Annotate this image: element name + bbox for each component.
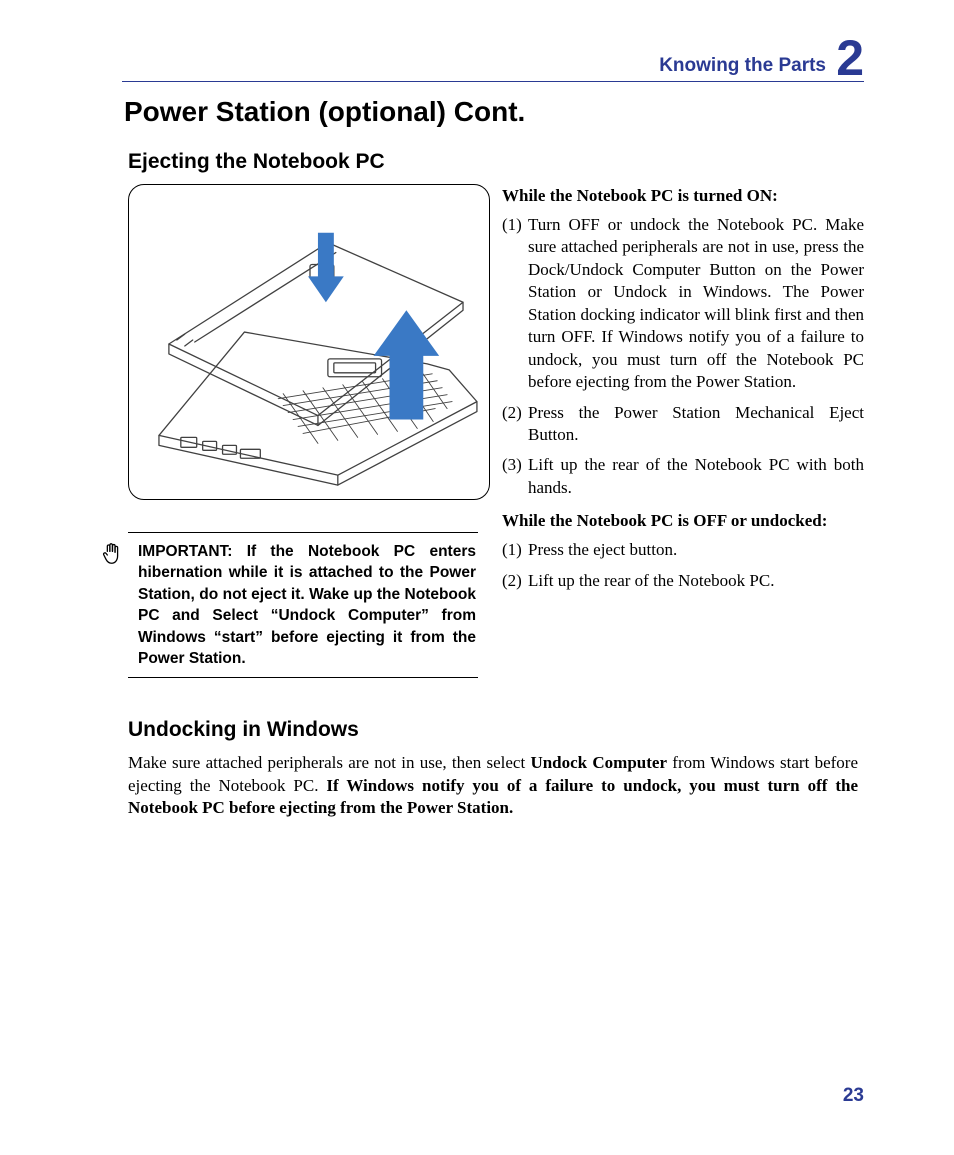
- chapter-header: Knowing the Parts 2: [122, 34, 864, 82]
- on-list: (1)Turn OFF or undock the Notebook PC. M…: [502, 214, 864, 499]
- undock-pre: Make sure attached peripherals are not i…: [128, 753, 530, 772]
- list-item: (3)Lift up the rear of the Notebook PC w…: [502, 454, 864, 499]
- page: Knowing the Parts 2 Power Station (optio…: [0, 0, 954, 1155]
- page-title: Power Station (optional) Cont.: [124, 96, 864, 128]
- page-number: 23: [843, 1085, 864, 1107]
- dock-illustration-svg: [129, 185, 489, 499]
- on-item-1: Turn OFF or undock the Notebook PC. Make…: [528, 215, 864, 391]
- on-item-2: Press the Power Station Mechanical Eject…: [528, 403, 864, 444]
- off-subhead: While the Notebook PC is OFF or undocked…: [502, 511, 864, 531]
- list-item: (1)Press the eject button.: [502, 539, 864, 561]
- chapter-label: Knowing the Parts: [659, 55, 826, 77]
- on-item-3: Lift up the rear of the Notebook PC with…: [528, 455, 864, 496]
- important-text: IMPORTANT: If the Notebook PC enters hib…: [138, 541, 476, 669]
- undock-bold1: Undock Computer: [530, 753, 667, 772]
- list-item: (2)Press the Power Station Mechanical Ej…: [502, 402, 864, 447]
- off-item-1: Press the eject button.: [528, 540, 677, 559]
- chapter-number: 2: [836, 29, 864, 87]
- two-column-area: IMPORTANT: If the Notebook PC enters hib…: [122, 184, 864, 678]
- left-column: IMPORTANT: If the Notebook PC enters hib…: [122, 184, 484, 678]
- list-item: (2)Lift up the rear of the Notebook PC.: [502, 570, 864, 592]
- important-note: IMPORTANT: If the Notebook PC enters hib…: [128, 532, 478, 678]
- hand-stop-icon: [100, 541, 122, 669]
- eject-figure: [128, 184, 490, 500]
- eject-heading: Ejecting the Notebook PC: [128, 150, 864, 174]
- list-item: (1)Turn OFF or undock the Notebook PC. M…: [502, 214, 864, 394]
- off-list: (1)Press the eject button. (2)Lift up th…: [502, 539, 864, 592]
- undock-heading: Undocking in Windows: [128, 718, 864, 742]
- right-column: While the Notebook PC is turned ON: (1)T…: [502, 184, 864, 678]
- undock-paragraph: Make sure attached peripherals are not i…: [128, 752, 858, 819]
- off-item-2: Lift up the rear of the Notebook PC.: [528, 571, 774, 590]
- on-subhead: While the Notebook PC is turned ON:: [502, 186, 864, 206]
